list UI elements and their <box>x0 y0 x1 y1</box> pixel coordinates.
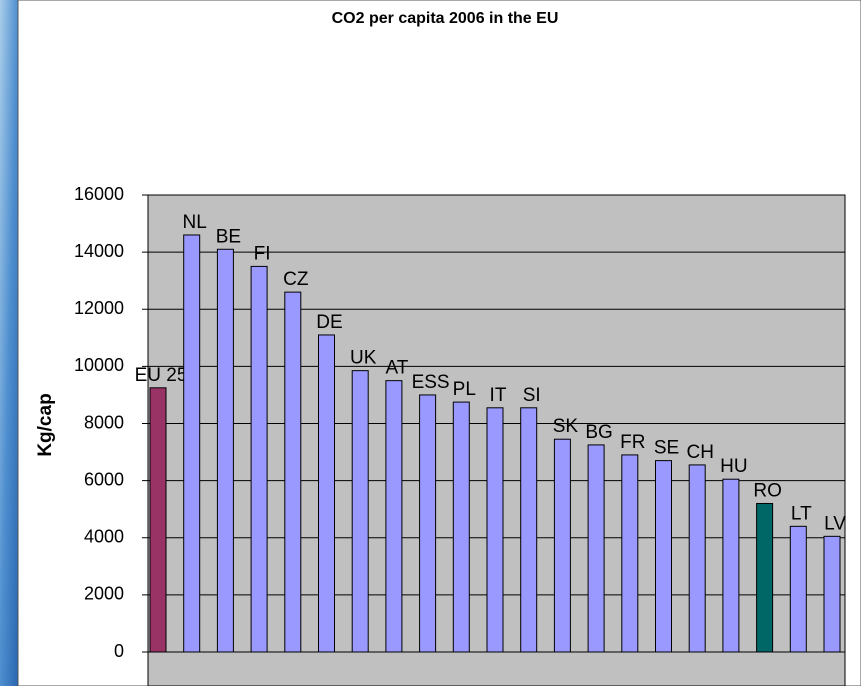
bar-label: LT <box>791 503 812 524</box>
bar <box>553 438 571 653</box>
bar-label: DE <box>316 312 342 333</box>
bar-label: SE <box>654 438 679 459</box>
bar <box>722 478 740 653</box>
y-tick-label: 10000 <box>74 355 124 375</box>
bar-label: SI <box>523 385 541 406</box>
bar <box>250 265 268 653</box>
bar <box>183 234 201 653</box>
bar-label: UK <box>350 348 377 369</box>
bar <box>621 454 639 653</box>
y-tick-label: 4000 <box>84 527 124 547</box>
bar-label: CH <box>686 442 713 463</box>
bar <box>486 407 504 653</box>
bar <box>688 464 706 653</box>
bar-label: FR <box>620 432 645 453</box>
bar <box>419 394 437 653</box>
y-tick-label: 14000 <box>74 241 124 261</box>
bar-label: NL <box>183 212 207 233</box>
bar <box>823 535 841 653</box>
bar <box>351 370 369 653</box>
bar <box>452 401 470 653</box>
bar <box>284 291 302 653</box>
y-tick-label: 8000 <box>84 412 124 432</box>
bar-label: LV <box>824 513 846 534</box>
bar-label: SK <box>553 416 579 437</box>
bar-label: BG <box>585 422 612 443</box>
y-tick-label: 0 <box>114 641 124 661</box>
y-axis-label: Kg/cap <box>35 393 56 456</box>
bar-label: HU <box>720 456 747 477</box>
bar-label: IT <box>490 385 507 406</box>
y-tick-label: 12000 <box>74 298 124 318</box>
bar <box>655 460 672 653</box>
bar-label: FI <box>254 243 271 264</box>
bar <box>789 525 807 653</box>
bar-label: RO <box>753 480 782 501</box>
y-tick-label: 2000 <box>84 584 124 604</box>
bar <box>149 387 167 653</box>
bar-label: BE <box>216 226 241 247</box>
bar-label: EU 25 <box>135 365 188 386</box>
bar-label: CZ <box>283 269 309 290</box>
side-strip <box>0 0 18 686</box>
bar <box>385 380 403 653</box>
bar-label: ESS <box>412 372 450 393</box>
y-tick-label: 16000 <box>74 184 124 204</box>
bar <box>520 407 538 653</box>
y-tick-label: 6000 <box>84 469 124 489</box>
chart-title: CO2 per capita 2006 in the EU <box>332 10 559 27</box>
bar-label: AT <box>385 358 408 379</box>
bar <box>587 444 605 653</box>
bar <box>318 334 335 653</box>
bar-label: PL <box>453 379 476 400</box>
bar <box>216 248 234 653</box>
bar <box>756 502 774 653</box>
